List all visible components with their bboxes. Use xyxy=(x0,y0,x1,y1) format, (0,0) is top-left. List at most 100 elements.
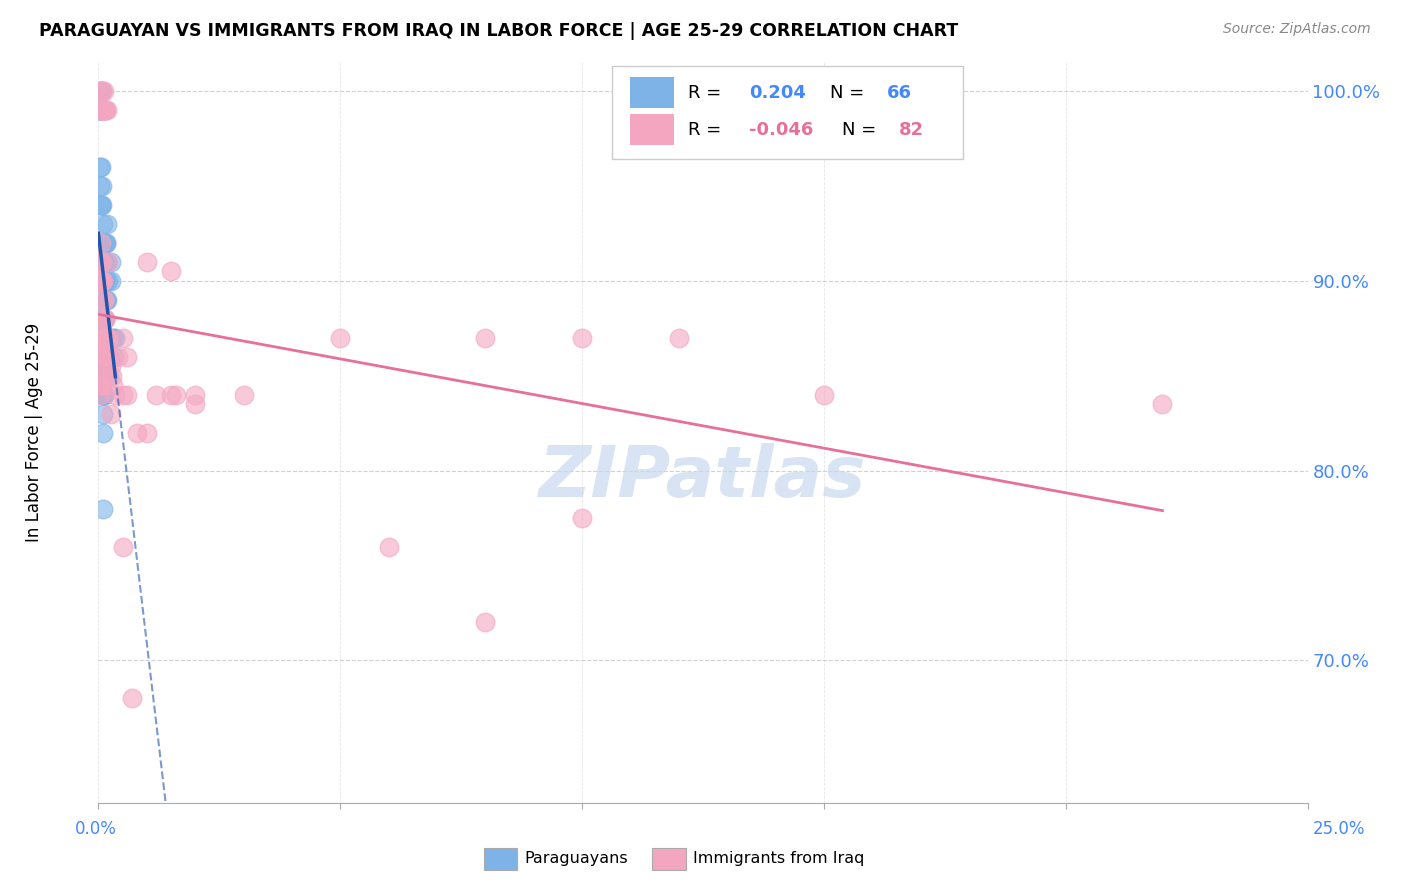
Point xyxy=(93,84,115,98)
Text: -0.046: -0.046 xyxy=(749,120,813,139)
Point xyxy=(90,274,112,288)
Point xyxy=(96,293,118,307)
Point xyxy=(89,178,111,193)
Point xyxy=(117,387,139,401)
Point xyxy=(90,103,112,117)
Point xyxy=(813,387,835,401)
Point xyxy=(98,350,121,364)
Point xyxy=(97,331,120,345)
Point xyxy=(571,511,593,525)
Point xyxy=(474,615,496,630)
Point xyxy=(90,378,112,392)
Point xyxy=(91,501,114,516)
Point xyxy=(101,378,124,392)
Point xyxy=(91,198,114,212)
Point xyxy=(98,331,121,345)
Point xyxy=(160,387,183,401)
Point xyxy=(94,340,117,354)
Point xyxy=(91,84,114,98)
Point xyxy=(571,331,593,345)
Point xyxy=(90,378,112,392)
Point xyxy=(90,274,112,288)
Point xyxy=(91,235,114,250)
Point xyxy=(89,359,111,374)
Point xyxy=(93,274,115,288)
Point xyxy=(94,293,117,307)
Point xyxy=(184,397,207,411)
Point xyxy=(89,160,111,174)
Point xyxy=(91,378,114,392)
Point xyxy=(90,331,112,345)
Text: 82: 82 xyxy=(898,120,924,139)
Point xyxy=(90,235,112,250)
Point xyxy=(101,368,124,383)
Point xyxy=(93,331,115,345)
Point xyxy=(91,425,114,440)
Point xyxy=(89,103,111,117)
Text: R =: R = xyxy=(689,84,721,102)
Point xyxy=(89,359,111,374)
Point xyxy=(91,235,114,250)
Point xyxy=(329,331,352,345)
Point xyxy=(90,331,112,345)
Point xyxy=(93,331,115,345)
Point xyxy=(96,274,118,288)
FancyBboxPatch shape xyxy=(630,78,673,108)
Point xyxy=(97,254,120,268)
Point xyxy=(91,368,114,383)
Point xyxy=(100,359,122,374)
FancyBboxPatch shape xyxy=(613,66,963,159)
Point xyxy=(90,103,112,117)
Text: Source: ZipAtlas.com: Source: ZipAtlas.com xyxy=(1223,22,1371,37)
Point xyxy=(94,293,117,307)
Point xyxy=(103,350,125,364)
Point xyxy=(89,331,111,345)
Point xyxy=(90,84,112,98)
FancyBboxPatch shape xyxy=(630,114,673,145)
Point xyxy=(90,331,112,345)
Point xyxy=(1152,397,1174,411)
Point xyxy=(98,350,121,364)
Point xyxy=(94,311,117,326)
Point xyxy=(98,368,121,383)
Text: 25.0%: 25.0% xyxy=(1312,820,1365,838)
Point xyxy=(93,254,115,268)
Point xyxy=(97,331,120,345)
Point xyxy=(96,331,118,345)
Point xyxy=(160,264,183,278)
Point xyxy=(90,331,112,345)
Point xyxy=(91,103,114,117)
Point xyxy=(165,387,187,401)
Point xyxy=(145,387,167,401)
Point xyxy=(90,160,112,174)
Point xyxy=(89,331,111,345)
Point xyxy=(93,311,115,326)
Point xyxy=(96,103,118,117)
Text: PARAGUAYAN VS IMMIGRANTS FROM IRAQ IN LABOR FORCE | AGE 25-29 CORRELATION CHART: PARAGUAYAN VS IMMIGRANTS FROM IRAQ IN LA… xyxy=(39,22,959,40)
Point xyxy=(91,387,114,401)
Point xyxy=(91,103,114,117)
Text: R =: R = xyxy=(689,120,721,139)
Point xyxy=(474,331,496,345)
Point xyxy=(135,254,157,268)
Text: ZIPatlas: ZIPatlas xyxy=(540,442,866,511)
Point xyxy=(668,331,690,345)
Point xyxy=(232,387,254,401)
Point xyxy=(107,350,129,364)
Point xyxy=(90,274,112,288)
Point xyxy=(377,540,399,554)
Point xyxy=(96,254,118,268)
Point xyxy=(111,540,134,554)
Point xyxy=(96,331,118,345)
Point xyxy=(91,84,114,98)
Point xyxy=(127,425,149,440)
Point xyxy=(117,350,139,364)
Point xyxy=(91,254,114,268)
Point xyxy=(93,331,115,345)
Point xyxy=(93,311,115,326)
Text: Immigrants from Iraq: Immigrants from Iraq xyxy=(693,851,865,865)
Point xyxy=(90,84,112,98)
Point xyxy=(90,198,112,212)
Point xyxy=(89,387,111,401)
Point xyxy=(91,331,114,345)
